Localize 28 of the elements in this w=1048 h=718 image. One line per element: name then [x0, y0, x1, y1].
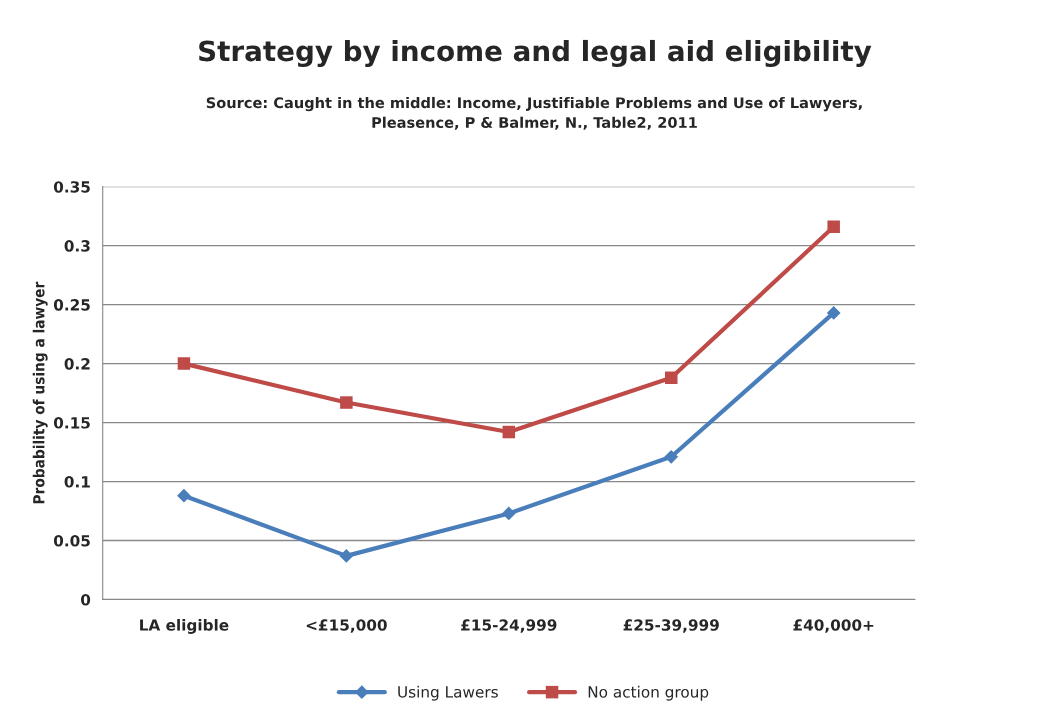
y-axis-title: Probability of using a lawyer	[32, 281, 48, 504]
point	[664, 371, 678, 385]
chart-subtitle: Source: Caught in the middle: Income, Justifiable Problems and Use of Lawyers, Pleasence, P & Balmer, N., Table2, 2011	[206, 96, 862, 130]
point	[177, 488, 191, 503]
point	[501, 506, 516, 521]
point	[177, 357, 191, 370]
y-tick-label: 0.05	[53, 535, 90, 547]
point	[664, 449, 679, 464]
x-tick-label: LA eligible	[140, 618, 229, 634]
point	[339, 549, 354, 563]
y-tick-label: 0.25	[53, 299, 90, 311]
point	[827, 220, 840, 234]
chart-title: Strategy by income and legal aid eligibility	[199, 39, 872, 68]
legend-label: Using Lawers	[398, 685, 498, 701]
y-tick-label: 0.35	[53, 181, 90, 193]
x-tick-label: £15-24,999	[461, 619, 557, 633]
y-tick-label: 0.1	[64, 476, 90, 488]
legend-label: No action group	[588, 685, 709, 701]
y-tick-label: 0.3	[64, 240, 90, 252]
x-tick-label: <£15,000	[306, 619, 387, 633]
y-tick-label: 0.15	[53, 417, 90, 429]
point	[826, 306, 841, 320]
y-tick-label: 0	[81, 594, 91, 606]
y-tick-label: 0.2	[64, 358, 90, 370]
x-tick-label: £40,000+	[793, 619, 874, 633]
x-tick-label: £25-39,999	[623, 619, 719, 633]
point	[502, 425, 516, 439]
point	[340, 396, 353, 409]
